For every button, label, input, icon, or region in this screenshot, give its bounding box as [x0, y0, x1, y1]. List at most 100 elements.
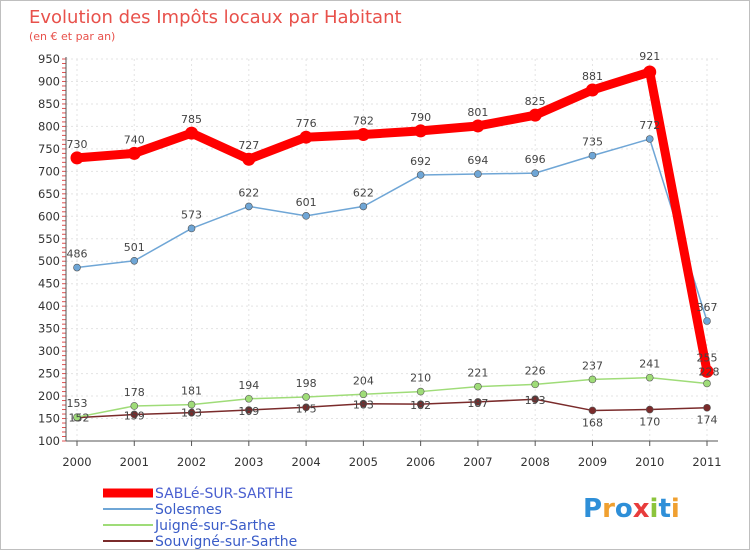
logo-letter: t — [658, 494, 670, 524]
data-point-2 — [416, 387, 425, 396]
data-label-1: 622 — [353, 186, 374, 199]
data-point-3 — [416, 400, 425, 408]
data-label-0: 921 — [639, 50, 660, 63]
y-tick-label: 300 — [38, 344, 60, 358]
data-labels: 730 740 785 727 776 782 790 801 825 881 921 255 486 5… — [67, 50, 720, 429]
data-point-2 — [73, 413, 81, 421]
x-tick-label: 2001 — [120, 455, 149, 469]
data-point-1 — [416, 171, 425, 179]
data-label-3: 183 — [353, 399, 374, 412]
logo-letter: o — [615, 494, 633, 524]
data-label-0: 801 — [467, 106, 488, 119]
data-point-1 — [187, 224, 196, 233]
data-label-2: 194 — [238, 379, 259, 392]
data-label-1: 692 — [410, 155, 431, 168]
x-tick-label: 2000 — [62, 455, 91, 469]
axes: 100 150 200 250 300 350 400 450 500 550 600 650 700 7… — [38, 52, 722, 469]
data-point-2 — [703, 379, 711, 388]
legend: SABLé-SUR-SARTHESolesmesJuigné-sur-Sarth… — [103, 486, 297, 549]
series-line-2 — [76, 376, 708, 418]
data-label-0: 776 — [296, 117, 317, 130]
data-point-2 — [302, 393, 310, 401]
y-tick-label: 100 — [38, 434, 60, 448]
data-point-1 — [531, 169, 539, 177]
data-label-2: 204 — [353, 374, 374, 387]
data-point-0 — [585, 83, 599, 97]
data-point-1 — [703, 317, 711, 325]
data-point-0 — [70, 151, 84, 165]
data-label-3: 187 — [467, 397, 488, 410]
series-line-0 — [72, 67, 712, 376]
y-tick-label: 850 — [38, 97, 60, 111]
data-label-1: 367 — [697, 301, 718, 314]
data-label-0: 740 — [124, 133, 145, 146]
data-label-3: 169 — [238, 405, 259, 418]
data-point-0 — [299, 130, 313, 144]
data-point-0 — [185, 126, 199, 140]
y-tick-label: 500 — [38, 254, 60, 268]
x-tick-label: 2007 — [463, 455, 492, 469]
data-point-1 — [474, 170, 482, 178]
data-point-1 — [645, 135, 654, 143]
data-label-2: 241 — [639, 358, 660, 371]
x-tick-label: 2005 — [349, 455, 378, 469]
logo-letter: i — [671, 494, 680, 524]
y-tick-label: 800 — [38, 119, 60, 133]
data-point-1 — [302, 212, 310, 220]
data-label-0: 727 — [238, 139, 259, 152]
logo-letter: i — [650, 494, 659, 524]
data-point-1 — [245, 202, 253, 211]
data-label-0: 782 — [353, 115, 374, 128]
data-label-2: 221 — [467, 367, 488, 380]
data-label-2: 210 — [410, 372, 431, 385]
legend-label-3: Souvigné-sur-Sarthe — [155, 534, 297, 549]
logo-letter: x — [633, 494, 650, 524]
series-line-1 — [76, 138, 708, 322]
series-lines — [70, 65, 714, 422]
y-tick-label: 350 — [38, 322, 60, 336]
y-tick-label: 700 — [38, 164, 60, 178]
data-point-2 — [245, 394, 253, 403]
x-tick-label: 2008 — [521, 455, 550, 469]
data-label-3: 175 — [296, 402, 317, 415]
data-label-2: 237 — [582, 359, 603, 372]
x-tick-label: 2004 — [291, 455, 320, 469]
data-point-0 — [242, 152, 256, 166]
legend-label-2: Juigné-sur-Sarthe — [154, 518, 276, 534]
data-label-1: 573 — [181, 208, 202, 221]
data-label-3: 159 — [124, 409, 145, 422]
y-tick-label: 550 — [38, 232, 60, 246]
data-point-2 — [645, 373, 654, 382]
data-label-1: 735 — [582, 136, 603, 149]
data-point-0 — [414, 124, 428, 138]
data-label-3: 182 — [410, 399, 431, 412]
data-label-0: 255 — [697, 351, 718, 364]
data-point-3 — [187, 408, 196, 417]
data-point-3 — [703, 403, 711, 412]
data-point-2 — [130, 402, 139, 410]
data-point-3 — [645, 405, 654, 414]
grid-lines — [66, 58, 718, 442]
data-label-0: 790 — [410, 111, 431, 124]
data-point-3 — [588, 406, 597, 415]
y-tick-label: 900 — [38, 74, 60, 88]
data-label-3: 152 — [69, 412, 90, 425]
y-tick-label: 950 — [38, 52, 60, 66]
y-tick-label: 600 — [38, 209, 60, 223]
data-label-3: 163 — [181, 407, 202, 420]
data-label-2: 181 — [181, 385, 202, 398]
data-point-0 — [356, 128, 370, 142]
chart-subtitle: (en € et par an) — [29, 30, 115, 43]
data-point-2 — [588, 375, 597, 384]
data-point-1 — [588, 151, 597, 160]
data-label-1: 694 — [467, 154, 488, 167]
data-point-0 — [528, 108, 542, 122]
data-label-2: 178 — [124, 386, 145, 399]
data-label-0: 785 — [181, 113, 202, 126]
y-tick-label: 200 — [38, 389, 60, 403]
x-tick-label: 2011 — [692, 455, 721, 469]
data-point-0 — [700, 364, 714, 378]
data-label-1: 601 — [296, 196, 317, 209]
legend-label-0: SABLé-SUR-SARTHE — [155, 486, 293, 502]
